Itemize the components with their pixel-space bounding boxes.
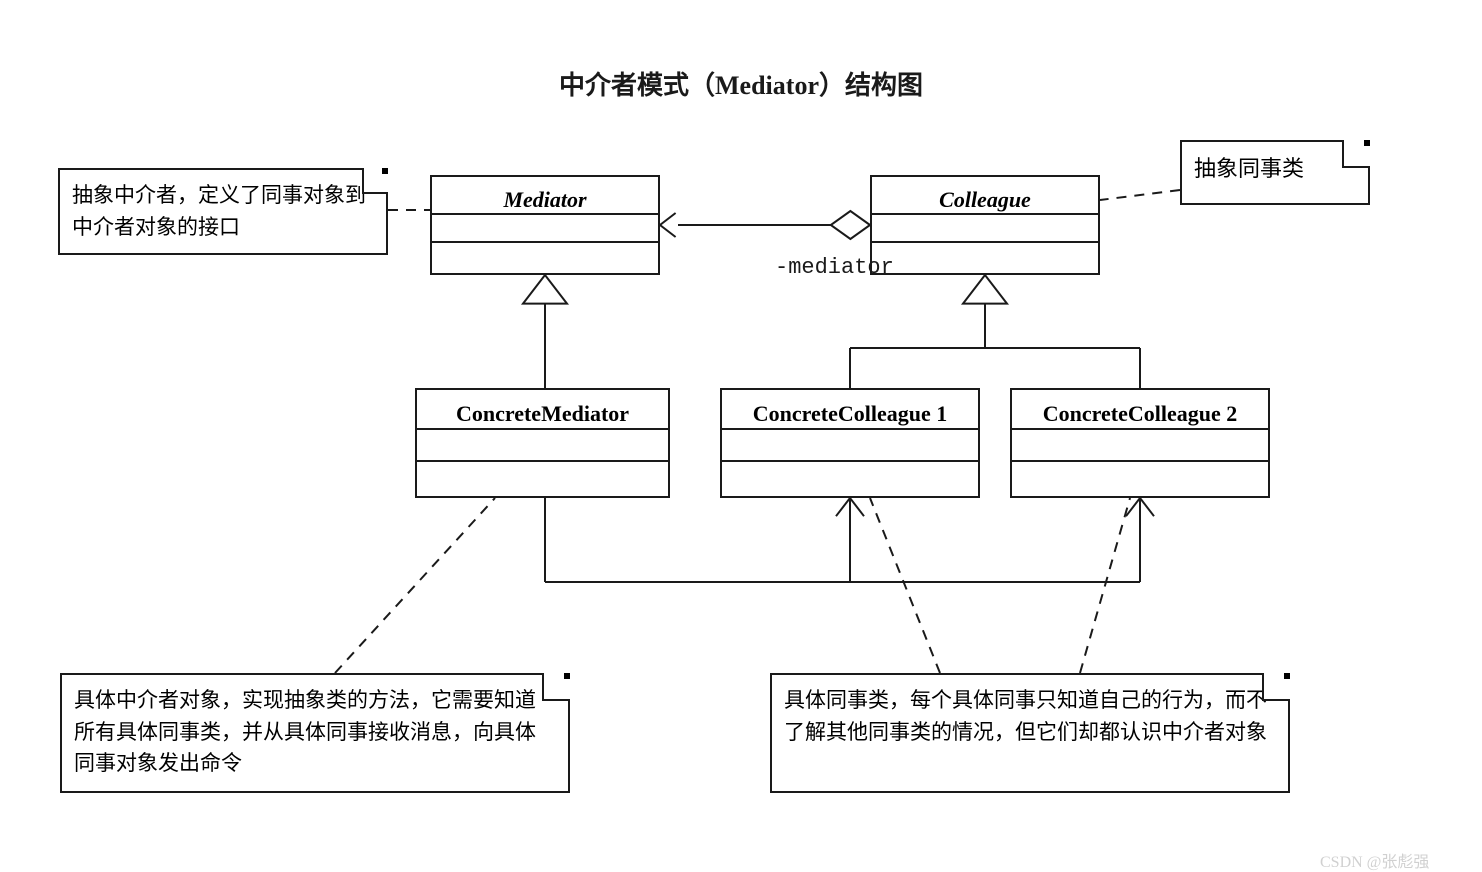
class-concrete-mediator-name: ConcreteMediator — [417, 390, 668, 430]
note-concrete-colleague: 具体同事类，每个具体同事只知道自己的行为，而不了解其他同事类的情况，但它们却都认… — [770, 673, 1290, 793]
class-concrete-colleague-1: ConcreteColleague 1 — [720, 388, 980, 498]
class-concrete-colleague-1-attrs — [722, 430, 978, 462]
class-concrete-colleague-2: ConcreteColleague 2 — [1010, 388, 1270, 498]
class-concrete-mediator-attrs — [417, 430, 668, 462]
note-abstract-mediator: 抽象中介者，定义了同事对象到中介者对象的接口 — [58, 168, 388, 255]
note-fold-icon — [1342, 140, 1370, 168]
note-fold-icon — [542, 673, 570, 701]
class-concrete-mediator: ConcreteMediator — [415, 388, 670, 498]
class-colleague-name: Colleague — [872, 177, 1098, 215]
note-concrete-colleague-text: 具体同事类，每个具体同事只知道自己的行为，而不了解其他同事类的情况，但它们却都认… — [784, 688, 1267, 744]
note-fold-icon — [1262, 673, 1290, 701]
class-colleague: Colleague — [870, 175, 1100, 275]
note-abstract-colleague-text: 抽象同事类 — [1194, 156, 1304, 181]
note-fold-icon — [362, 168, 388, 194]
watermark: CSDN @张彪强 — [1320, 848, 1429, 872]
class-concrete-colleague-2-name: ConcreteColleague 2 — [1012, 390, 1268, 430]
class-concrete-colleague-2-attrs — [1012, 430, 1268, 462]
note-abstract-mediator-text: 抽象中介者，定义了同事对象到中介者对象的接口 — [72, 183, 366, 239]
class-mediator-name: Mediator — [432, 177, 658, 215]
assoc-label-mediator: -mediator — [775, 255, 894, 280]
note-concrete-mediator: 具体中介者对象，实现抽象类的方法，它需要知道所有具体同事类，并从具体同事接收消息… — [60, 673, 570, 793]
class-concrete-colleague-1-name: ConcreteColleague 1 — [722, 390, 978, 430]
class-colleague-attrs — [872, 215, 1098, 243]
diagram-title: 中介者模式（Mediator）结构图 — [0, 65, 1482, 102]
note-abstract-colleague: 抽象同事类 — [1180, 140, 1370, 205]
note-concrete-mediator-text: 具体中介者对象，实现抽象类的方法，它需要知道所有具体同事类，并从具体同事接收消息… — [74, 688, 536, 775]
class-mediator-attrs — [432, 215, 658, 243]
class-mediator: Mediator — [430, 175, 660, 275]
